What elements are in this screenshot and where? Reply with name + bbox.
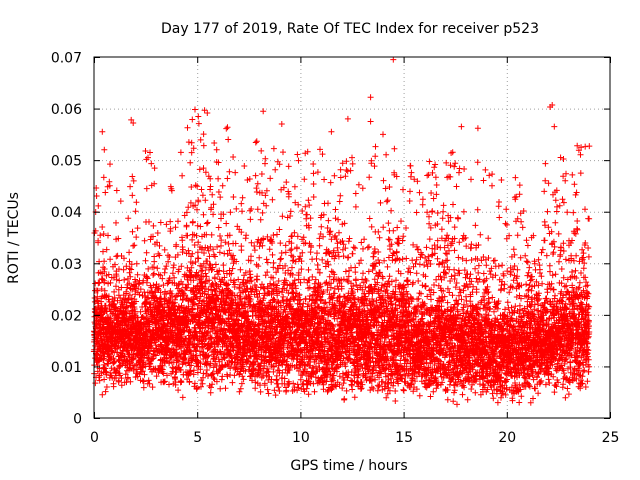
chart-title: Day 177 of 2019, Rate Of TEC Index for r… xyxy=(161,21,539,37)
y-tick-label: 0.01 xyxy=(51,360,82,376)
x-tick-label: 25 xyxy=(602,430,620,446)
y-tick-label: 0.07 xyxy=(51,51,82,67)
y-tick-label: 0.04 xyxy=(51,205,82,221)
y-tick-labels: 0 0.01 0.02 0.03 0.04 0.05 0.06 0.07 xyxy=(51,51,82,428)
x-tick-labels: 0 5 10 15 20 25 xyxy=(90,430,619,446)
x-tick-label: 20 xyxy=(498,430,516,446)
y-tick-label: 0.05 xyxy=(51,154,82,170)
y-tick-label: 0.02 xyxy=(51,308,82,324)
y-tick-label: 0.06 xyxy=(51,102,82,118)
x-tick-label: 5 xyxy=(193,430,202,446)
y-tick-label: 0 xyxy=(73,412,82,428)
y-tick-label: 0.03 xyxy=(51,257,82,273)
x-tick-label: 15 xyxy=(395,430,413,446)
x-tick-label: 0 xyxy=(90,430,99,446)
x-tick-label: 10 xyxy=(292,430,310,446)
axis-ticks xyxy=(94,57,611,419)
plot-frame xyxy=(93,56,611,419)
y-axis-label: ROTI / TECUs xyxy=(6,192,22,284)
x-axis-label: GPS time / hours xyxy=(290,458,407,474)
